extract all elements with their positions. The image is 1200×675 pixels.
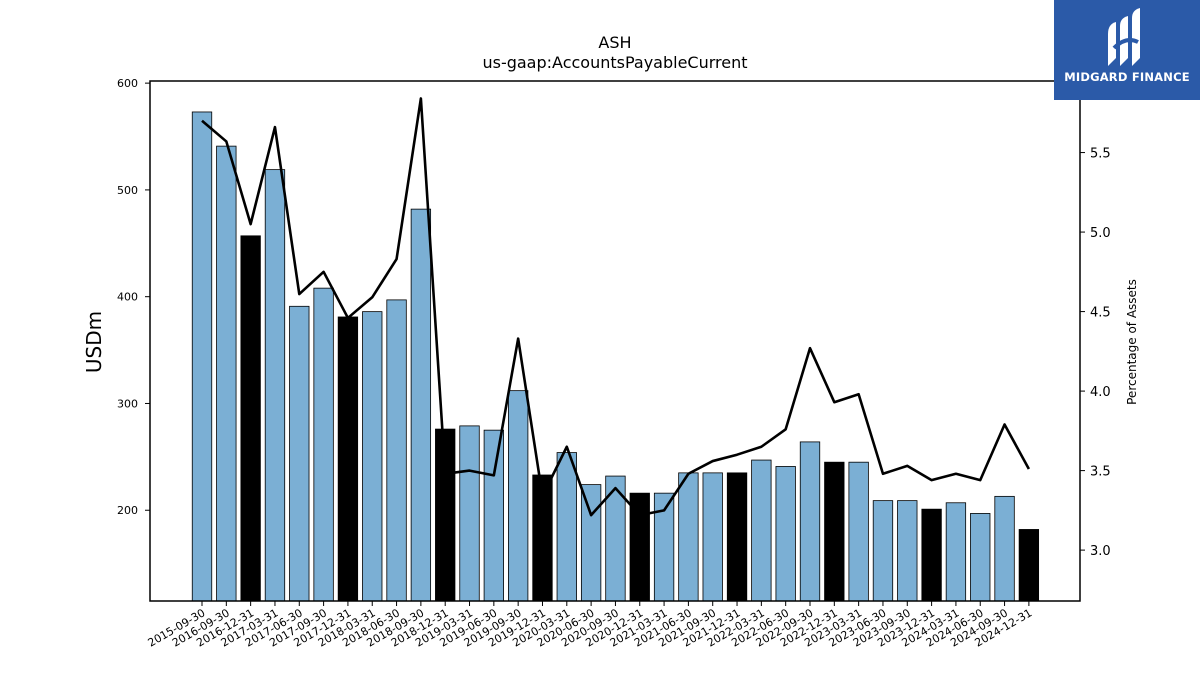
bar-2018-03-31 bbox=[362, 311, 383, 602]
bar-2016-12-31 bbox=[240, 235, 261, 602]
bar-2020-06-30 bbox=[580, 484, 602, 602]
y-tick-label: 600 bbox=[117, 77, 138, 90]
bar-2018-06-30 bbox=[386, 299, 407, 602]
y-tick-label: 400 bbox=[117, 291, 138, 304]
bar-series bbox=[191, 111, 1040, 602]
bar-2022-06-30 bbox=[775, 466, 796, 602]
bar-2022-12-31 bbox=[824, 461, 845, 602]
bar-2017-06-30 bbox=[289, 305, 310, 602]
y-tick-label: 300 bbox=[117, 397, 138, 410]
y-axis-label: USDm bbox=[82, 311, 106, 373]
bar-2022-09-30 bbox=[799, 441, 821, 602]
bar-2021-09-30 bbox=[702, 472, 723, 602]
chart-subtitle: us-gaap:AccountsPayableCurrent bbox=[482, 53, 747, 72]
y2-tick-label: 3.0 bbox=[1090, 544, 1111, 559]
bar-2023-09-30 bbox=[897, 500, 918, 602]
y2-tick-label: 4.5 bbox=[1090, 306, 1111, 321]
bar-2024-09-30 bbox=[994, 495, 1015, 602]
bar-2024-06-30 bbox=[970, 513, 991, 602]
chart-title: ASH bbox=[598, 33, 631, 52]
percentage-line bbox=[201, 97, 1031, 517]
bar-2019-03-31 bbox=[459, 425, 480, 602]
bar-2024-12-31 bbox=[1018, 529, 1040, 602]
bar-2018-09-30 bbox=[410, 208, 432, 602]
line-series bbox=[201, 97, 1031, 517]
bar-2021-06-30 bbox=[678, 472, 699, 602]
midgard-finance-logo: MIDGARD FINANCE bbox=[1054, 0, 1200, 100]
bar-2017-03-31 bbox=[264, 169, 286, 602]
bar-2022-03-31 bbox=[751, 459, 772, 602]
y2-tick-label: 5.5 bbox=[1090, 147, 1111, 162]
y-tick-label: 500 bbox=[117, 184, 138, 197]
bar-2016-09-30 bbox=[216, 145, 237, 602]
bar-2015-09-30 bbox=[191, 111, 213, 602]
bar-2019-09-30 bbox=[508, 390, 529, 602]
y2-axis-label: Percentage of Assets bbox=[1125, 279, 1139, 405]
bar-2024-03-31 bbox=[945, 502, 967, 602]
y2-tick-label: 5.0 bbox=[1090, 226, 1111, 241]
y-tick-label: 200 bbox=[117, 504, 138, 517]
y2-tick-label: 3.5 bbox=[1090, 465, 1111, 480]
bar-2023-03-31 bbox=[848, 461, 869, 602]
logo-text: MIDGARD FINANCE bbox=[1064, 70, 1190, 84]
bar-2019-06-30 bbox=[483, 429, 504, 602]
axes: 2003004005006003.03.54.04.55.05.52015-09… bbox=[117, 77, 1111, 649]
y2-tick-label: 4.0 bbox=[1090, 385, 1111, 400]
bar-2023-12-31 bbox=[921, 508, 942, 602]
bar-2021-12-31 bbox=[726, 472, 748, 602]
bar-2020-03-31 bbox=[556, 452, 577, 602]
midgard-logo-icon bbox=[1108, 8, 1140, 66]
bar-2023-06-30 bbox=[872, 500, 894, 602]
bar-2017-09-30 bbox=[313, 287, 334, 602]
bar-2017-12-31 bbox=[337, 316, 359, 602]
